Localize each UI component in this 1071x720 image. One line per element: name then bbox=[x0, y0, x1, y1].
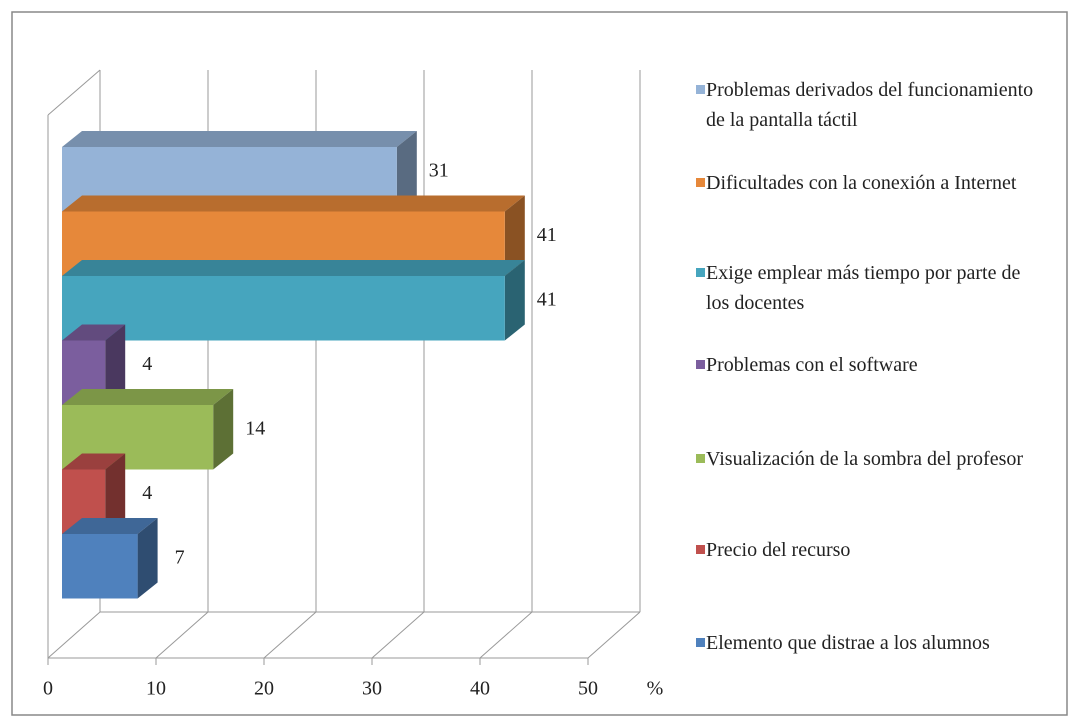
grid-line bbox=[47, 611, 101, 659]
legend-label: Problemas con el software bbox=[706, 354, 918, 376]
legend-label: Precio del recurso bbox=[706, 539, 851, 561]
x-tick-label: 50 bbox=[578, 678, 598, 700]
grid-line bbox=[587, 611, 641, 659]
legend-entry: Exige emplear más tiempo por parte de lo… bbox=[696, 258, 1046, 318]
legend-label: Visualización de la sombra del profesor bbox=[706, 448, 1024, 470]
legend-swatch bbox=[696, 178, 705, 187]
legend-label: Elemento que distrae a los alumnos bbox=[706, 632, 990, 654]
x-tick-label: 20 bbox=[254, 678, 274, 700]
bar-top bbox=[62, 389, 234, 405]
legend-label: Dificultades con la conexión a Internet bbox=[706, 172, 1017, 194]
legend-swatch bbox=[696, 85, 705, 94]
grid-line bbox=[371, 611, 425, 659]
legend-swatch bbox=[696, 268, 705, 277]
data-label: 41 bbox=[537, 224, 557, 246]
bar-top bbox=[62, 131, 417, 147]
bar-top bbox=[62, 260, 525, 276]
data-label: 41 bbox=[537, 289, 557, 311]
bar bbox=[62, 534, 138, 599]
bar-side bbox=[105, 453, 126, 534]
x-tick-label: 30 bbox=[362, 678, 382, 700]
bar-top bbox=[62, 453, 126, 470]
bar-top bbox=[62, 324, 126, 341]
data-label: 31 bbox=[429, 160, 449, 182]
legend-label: Problemas derivados del funcionamiento d… bbox=[706, 79, 1034, 131]
bar-side bbox=[137, 518, 158, 599]
left-wall bbox=[47, 69, 101, 116]
legend-entry: Problemas derivados del funcionamiento d… bbox=[696, 75, 1046, 135]
grid-line bbox=[263, 611, 317, 659]
x-tick-label: 0 bbox=[43, 678, 53, 700]
legend-entry: Dificultades con la conexión a Internet bbox=[696, 168, 1046, 198]
x-tick-label: 40 bbox=[470, 678, 490, 700]
bar-top bbox=[62, 518, 158, 534]
legend-swatch bbox=[696, 545, 705, 554]
bar-side bbox=[504, 260, 525, 341]
legend-swatch bbox=[696, 360, 705, 369]
frame bbox=[11, 11, 1068, 716]
legend-label: Exige emplear más tiempo por parte de lo… bbox=[706, 262, 1021, 314]
bar-side bbox=[213, 389, 234, 470]
bar-side bbox=[396, 131, 417, 212]
x-tick-label: 10 bbox=[146, 678, 166, 700]
x-axis-label: % bbox=[647, 678, 664, 700]
data-label: 4 bbox=[142, 482, 152, 504]
data-label: 14 bbox=[245, 418, 265, 440]
legend-entry: Problemas con el software bbox=[696, 350, 1046, 380]
bar-side bbox=[105, 324, 126, 405]
bar bbox=[62, 276, 505, 341]
legend-entry: Precio del recurso bbox=[696, 535, 1046, 565]
bar-side bbox=[504, 195, 525, 276]
legend-entry: Elemento que distrae a los alumnos bbox=[696, 628, 1046, 658]
legend-entry: Visualización de la sombra del profesor bbox=[696, 444, 1046, 474]
legend-swatch bbox=[696, 638, 705, 647]
legend-swatch bbox=[696, 454, 705, 463]
bar-top bbox=[62, 195, 525, 212]
data-label: 7 bbox=[175, 547, 185, 569]
grid-line bbox=[155, 611, 209, 659]
grid-line bbox=[479, 611, 533, 659]
data-label: 4 bbox=[142, 353, 152, 375]
